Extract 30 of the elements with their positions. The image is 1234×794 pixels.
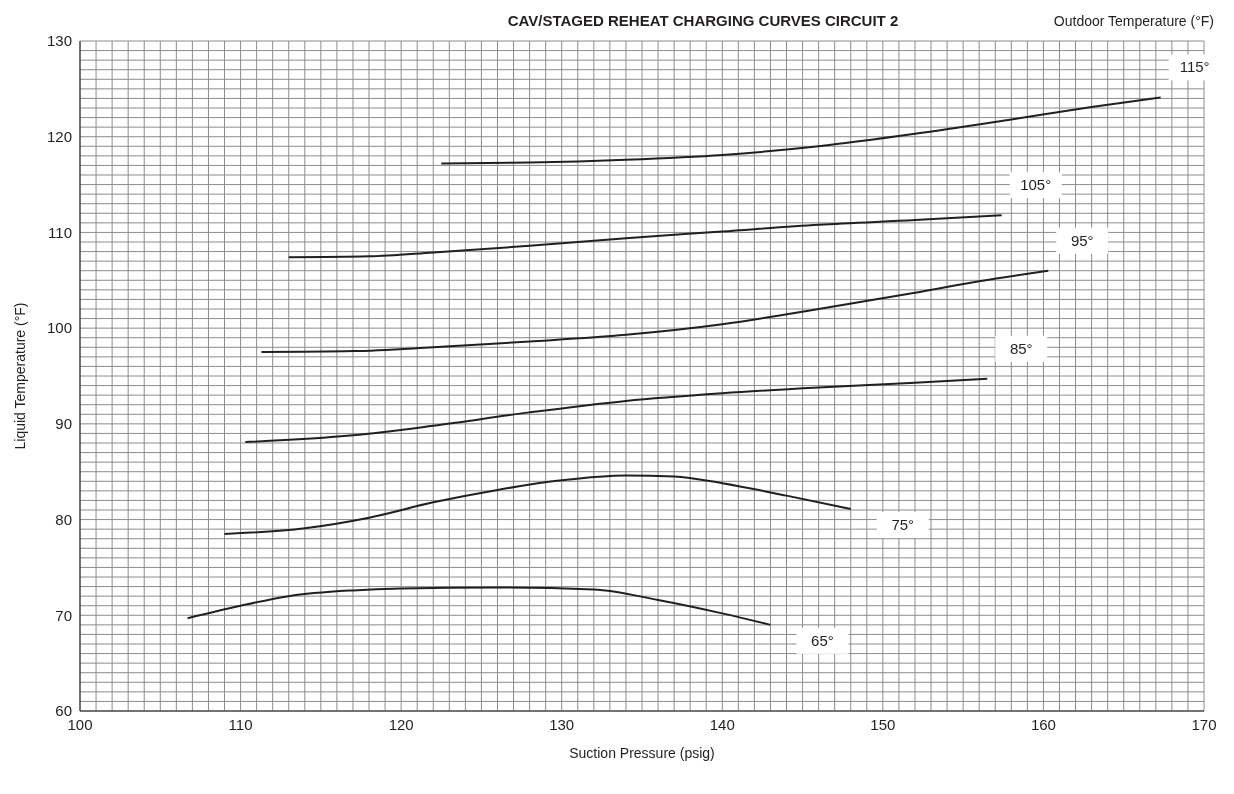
y-tick-label: 100 bbox=[46, 319, 72, 337]
chart-title: CAV/STAGED REHEAT CHARGING CURVES CIRCUIT 2 bbox=[507, 12, 899, 29]
y-axis-title: Liquid Temperature (°F) bbox=[11, 302, 28, 450]
x-tick-label: 150 bbox=[870, 715, 896, 733]
x-tick-label: 170 bbox=[1191, 715, 1217, 733]
line-series bbox=[244, 377, 989, 444]
y-tick-label: 110 bbox=[48, 223, 72, 241]
line-series bbox=[287, 214, 1003, 259]
text: 75° bbox=[891, 516, 915, 534]
line-series bbox=[186, 586, 772, 626]
text: 95° bbox=[1070, 231, 1094, 249]
line-series bbox=[440, 96, 1162, 165]
y-tick-label: 130 bbox=[46, 32, 72, 50]
y-tick-label: 70 bbox=[55, 606, 72, 624]
y-tick-label: 80 bbox=[55, 510, 72, 528]
series-label: 115° bbox=[1179, 58, 1210, 76]
y-tick-label: 120 bbox=[46, 128, 72, 146]
line-series bbox=[260, 269, 1050, 354]
y-tick-label: 90 bbox=[55, 415, 72, 433]
x-tick-label: 120 bbox=[388, 715, 414, 733]
x-tick-label: 130 bbox=[549, 715, 575, 733]
x-tick-label: 110 bbox=[228, 715, 253, 733]
legend-title: Outdoor Temperature (°F) bbox=[1053, 13, 1214, 29]
series-label: 105° bbox=[1020, 176, 1052, 194]
text: 85° bbox=[1009, 339, 1033, 357]
x-tick-label: 140 bbox=[709, 715, 735, 733]
line-series bbox=[223, 474, 852, 535]
x-axis-title: Suction Pressure (psig) bbox=[569, 745, 715, 761]
text: 65° bbox=[811, 631, 834, 649]
x-tick-label: 160 bbox=[1030, 715, 1056, 733]
